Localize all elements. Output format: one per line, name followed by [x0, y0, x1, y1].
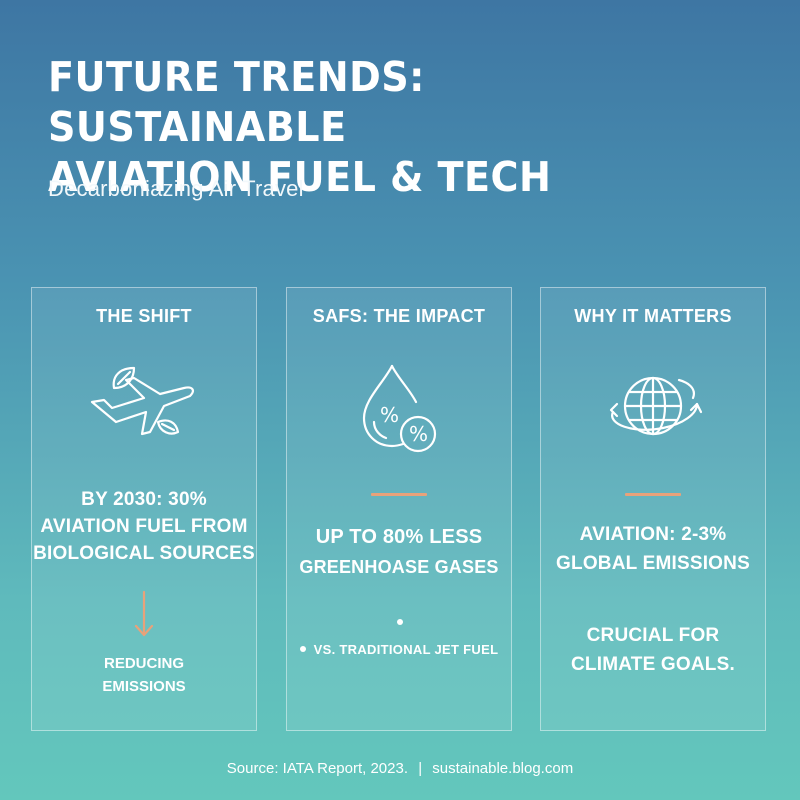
card-the-shift: THE SHIFT BY 2030: 30% AVIATION FUEL FRO…: [31, 287, 257, 731]
footer-separator: |: [418, 760, 423, 777]
accent-divider: [371, 493, 427, 496]
note-line: CLIMATE GOALS.: [571, 654, 735, 675]
card-stat: BY 2030: 30% AVIATION FUEL FROM BIOLOGIC…: [32, 486, 256, 567]
stat-line: GLOBAL EMISSIONS: [556, 553, 750, 574]
note-line: CRUCIAL FOR: [586, 625, 720, 646]
bullet-dot: [397, 619, 403, 625]
stat-line: AVIATION FUEL FROM: [40, 516, 248, 537]
card-title: WHY IT MATTERS: [574, 306, 732, 326]
accent-divider: [625, 493, 681, 496]
card-stat: AVIATION: 2-3% GLOBAL EMISSIONS: [541, 520, 765, 578]
stat-line: UP TO 80% LESS: [315, 526, 483, 548]
card-bullet: VS. TRADITIONAL JET FUEL: [313, 642, 499, 657]
globe-cycle-icon: [609, 376, 703, 436]
svg-text:%: %: [409, 422, 428, 446]
page-subtitle: Decarboniazing Air Travel: [48, 176, 304, 201]
card-title: THE SHIFT: [96, 306, 192, 326]
note-line: EMISSIONS: [102, 678, 186, 695]
footer-site-link[interactable]: sustainable.blog.com: [432, 760, 574, 777]
stat-line: BIOLOGICAL SOURCES: [33, 543, 255, 564]
title-line-2: AVIATION FUEL & TECH: [48, 153, 552, 201]
card-safs-impact: SAFS: THE IMPACT % % UP TO 80% LESS GREE…: [286, 287, 512, 731]
svg-text:%: %: [380, 403, 399, 427]
title-line-1: FUTURE TRENDS: SUSTAINABLE: [48, 53, 425, 151]
footer: Source: IATA Report, 2023. | sustainable…: [0, 760, 800, 777]
arrow-down-icon: [134, 590, 154, 637]
note-line: REDUCING: [103, 655, 184, 672]
card-why-it-matters: WHY IT MATTERS AVIATION: 2-3% GLOBAL EMI…: [540, 287, 766, 731]
card-note: CRUCIAL FOR CLIMATE GOALS.: [541, 621, 765, 679]
footer-source: Source: IATA Report, 2023.: [226, 760, 409, 777]
stat-line: GREENHOASE GASES: [299, 557, 499, 577]
bullet-dot: [300, 646, 306, 652]
fuel-drop-percent-icon: % %: [362, 364, 437, 453]
page-title: FUTURE TRENDS: SUSTAINABLE AVIATION FUEL…: [48, 52, 718, 202]
stat-line: BY 2030: 30%: [81, 489, 207, 510]
plane-leaf-icon: [90, 366, 194, 436]
card-stat: UP TO 80% LESS GREENHOASE GASES: [287, 522, 511, 582]
card-note: REDUCING EMISSIONS: [32, 652, 256, 698]
stat-line: AVIATION: 2-3%: [579, 524, 727, 545]
card-title: SAFS: THE IMPACT: [312, 306, 486, 326]
